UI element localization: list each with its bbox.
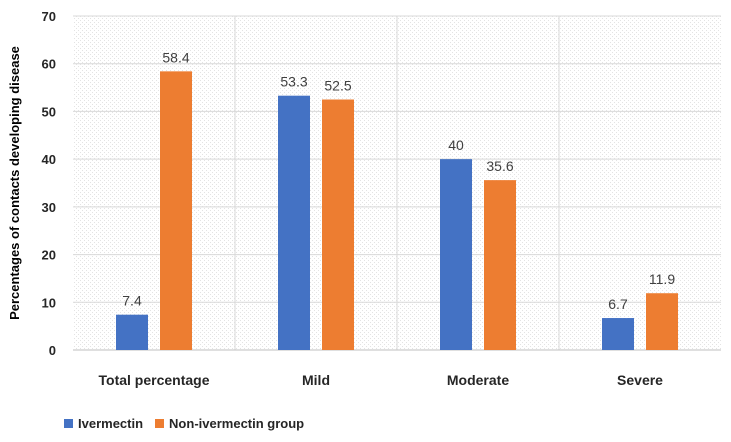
bar-non-ivermectin-group [160, 71, 192, 350]
y-tick-label: 0 [49, 343, 56, 358]
bars [116, 71, 678, 350]
x-category-label: Severe [617, 372, 663, 388]
y-tick-label: 20 [42, 248, 56, 263]
legend-item-non-ivermectin: Non-ivermectin group [155, 416, 304, 431]
x-axis-categories: Total percentage Mild Moderate Severe [99, 372, 664, 388]
y-tick-label: 60 [42, 57, 56, 72]
legend-item-ivermectin: Ivermectin [64, 416, 143, 431]
legend-swatch-non-ivermectin [155, 419, 165, 428]
y-tick-label: 40 [42, 152, 56, 167]
x-category-label: Moderate [447, 372, 509, 388]
bar-ivermectin [440, 159, 472, 350]
legend-swatch-ivermectin [64, 419, 73, 428]
y-tick-label: 30 [42, 200, 56, 215]
bar-ivermectin [116, 314, 148, 350]
y-tick-label: 50 [42, 104, 56, 119]
data-label: 7.4 [122, 293, 142, 309]
bar-non-ivermectin-group [646, 293, 678, 350]
data-label: 52.5 [324, 78, 351, 94]
legend: Ivermectin Non-ivermectin group [64, 416, 316, 431]
x-category-label: Total percentage [99, 372, 210, 388]
x-category-label: Mild [302, 372, 330, 388]
y-axis-label: Percentages of contacts developing disea… [7, 46, 22, 320]
bar-ivermectin [602, 318, 634, 350]
data-labels: 7.4 58.4 53.3 52.5 40 35.6 6.7 11.9 [122, 49, 675, 312]
y-axis-ticks: 0 10 20 30 40 50 60 70 [42, 9, 56, 358]
data-label: 11.9 [649, 271, 675, 287]
legend-label-ivermectin: Ivermectin [78, 416, 144, 431]
data-label: 6.7 [608, 296, 628, 312]
bar-non-ivermectin-group [322, 99, 354, 350]
bar-ivermectin [278, 95, 310, 350]
data-label: 35.6 [486, 158, 513, 174]
data-label: 40 [448, 137, 464, 153]
data-label: 58.4 [162, 49, 189, 65]
y-tick-label: 70 [42, 9, 56, 24]
y-tick-label: 10 [42, 295, 56, 310]
data-label: 53.3 [280, 74, 307, 90]
legend-label-non-ivermectin: Non-ivermectin group [169, 416, 305, 431]
bar-non-ivermectin-group [484, 180, 516, 350]
